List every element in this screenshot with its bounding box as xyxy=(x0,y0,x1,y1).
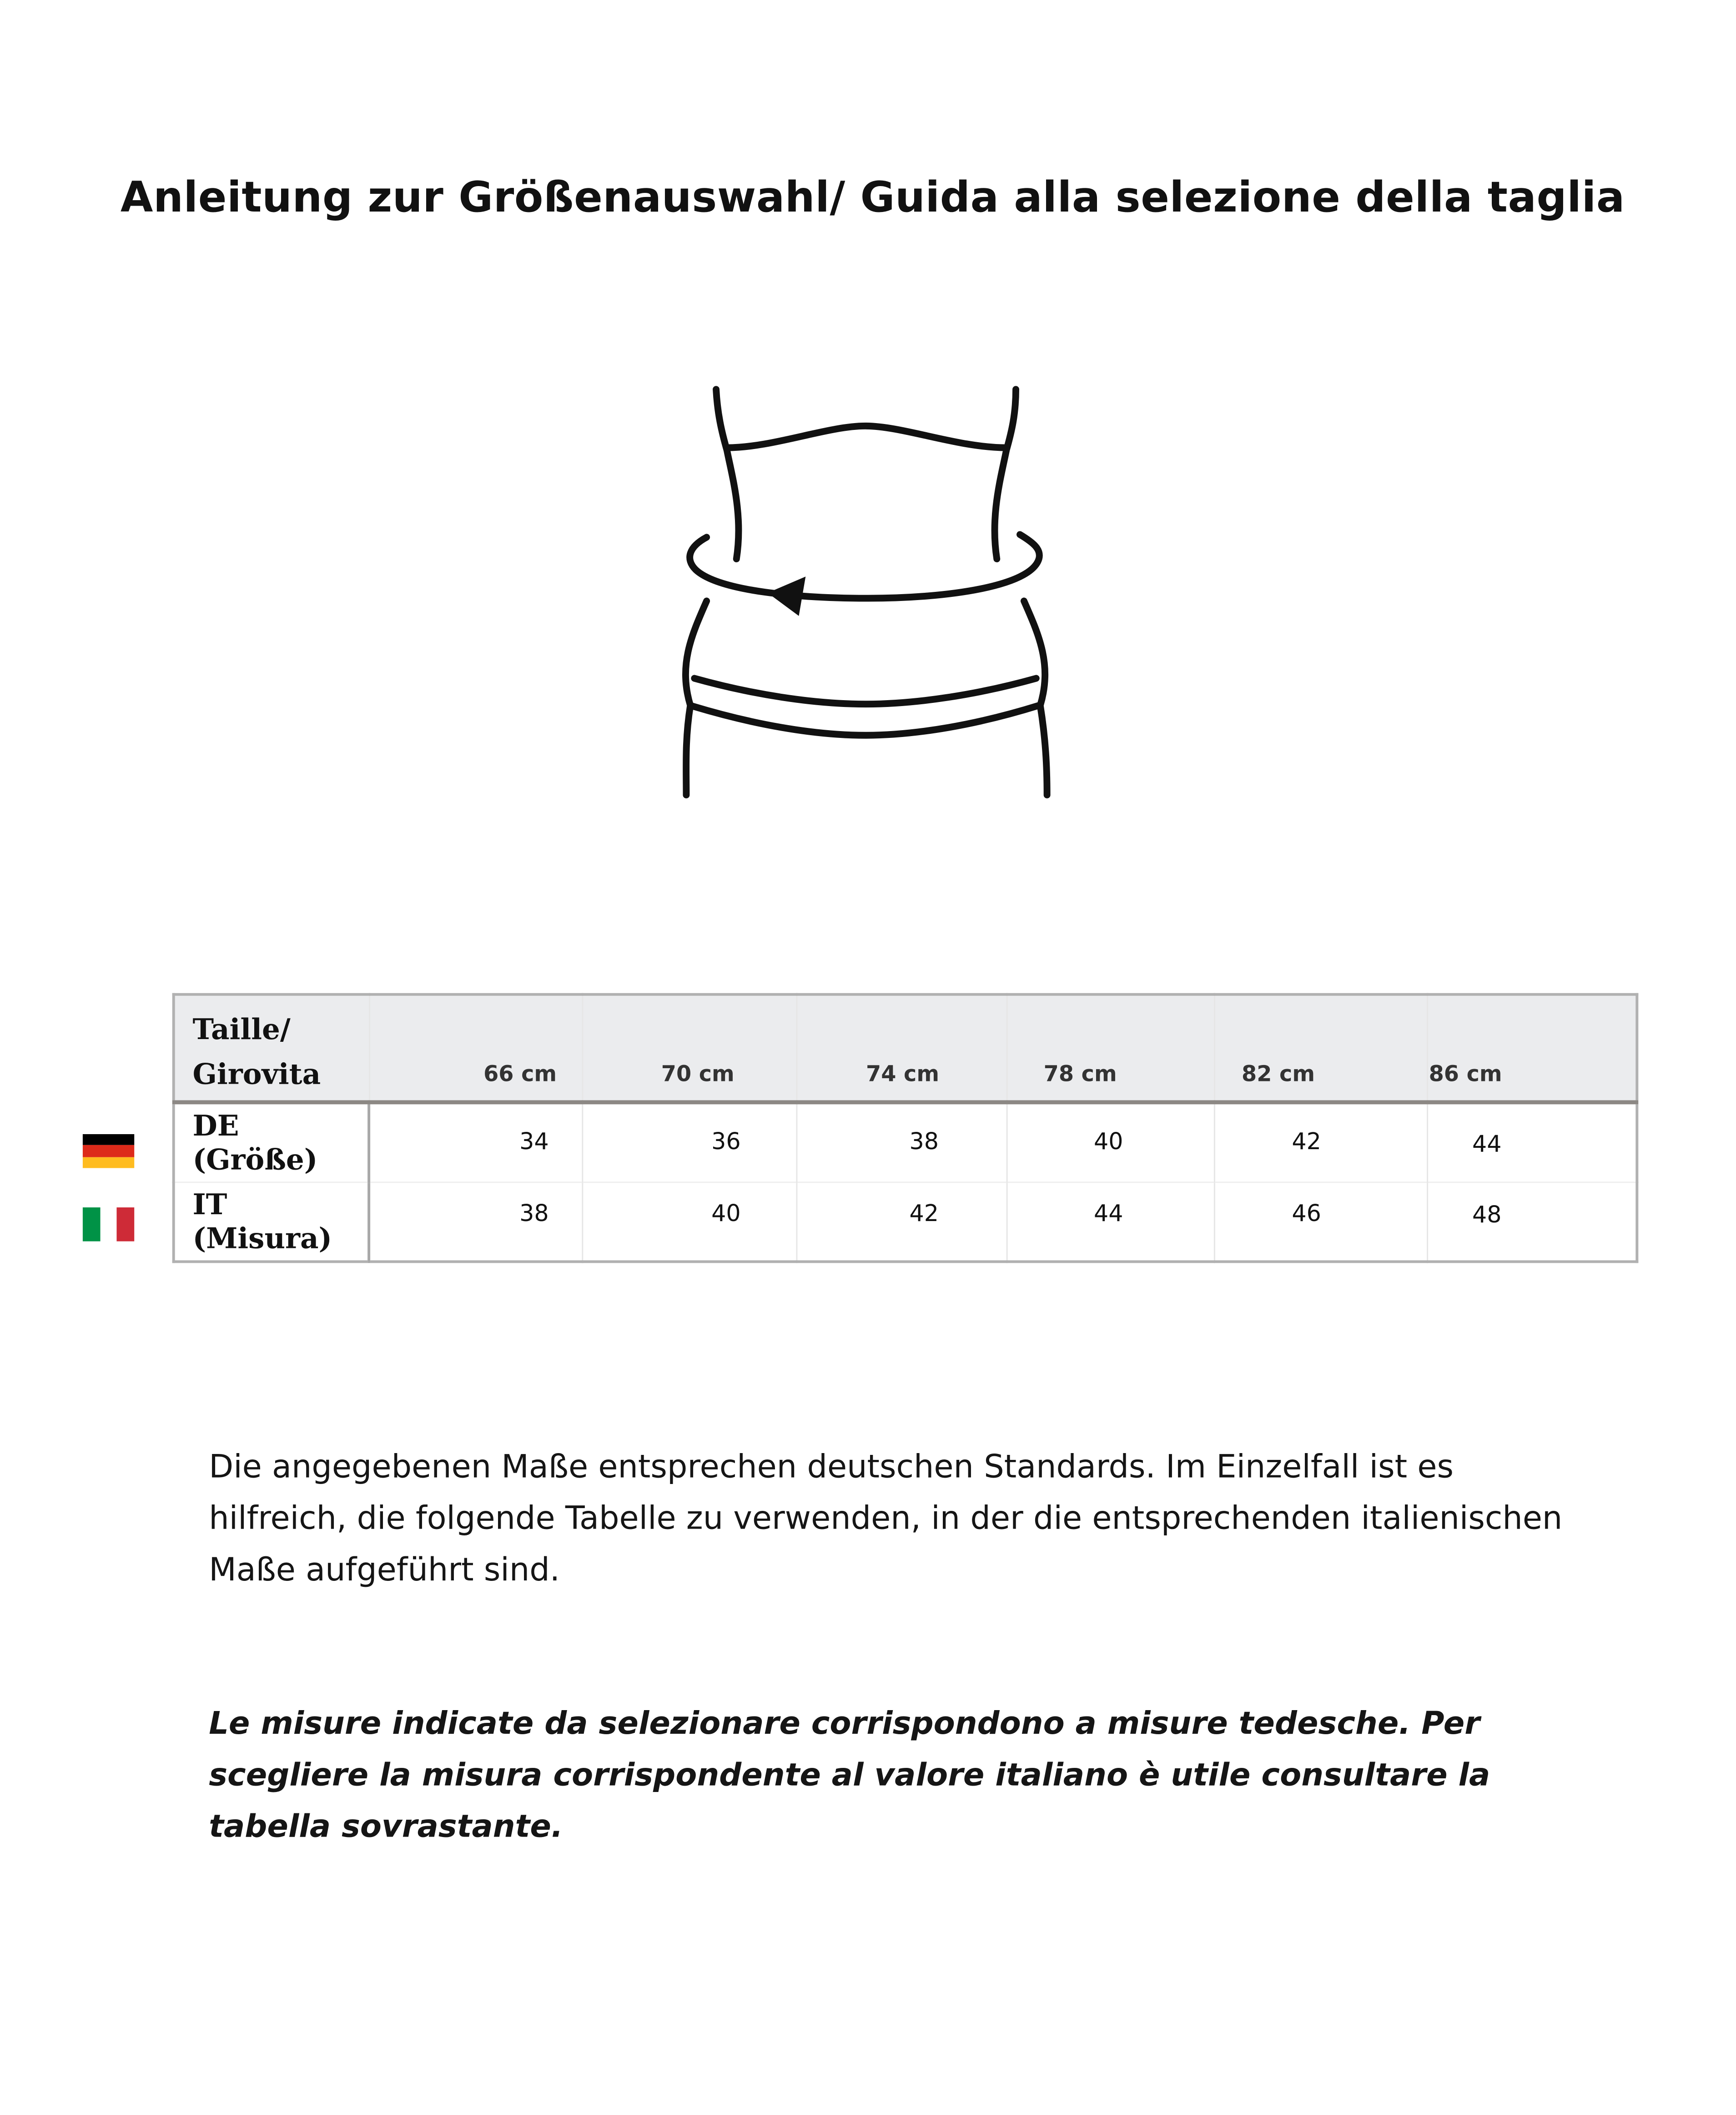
germany-flag-icon xyxy=(82,1134,135,1168)
waist-measurement-icon xyxy=(682,386,1051,798)
column-header: 70 cm xyxy=(581,994,796,1102)
hip-right-outline xyxy=(1020,597,1051,798)
table-row: IT (Misura) 38 40 42 44 46 48 xyxy=(173,1181,1637,1262)
torso-left-outline xyxy=(713,386,742,563)
column-header: 66 cm xyxy=(368,994,582,1102)
table-cell: 46 xyxy=(1213,1181,1427,1262)
band-lower xyxy=(687,702,1042,739)
page-title: Anleitung zur Größenauswahl/ Guida alla … xyxy=(120,173,1625,223)
table-row: DE (Größe) 34 36 38 40 42 44 xyxy=(173,1101,1637,1182)
table-cell: 44 xyxy=(1426,1101,1637,1182)
table-cell: 34 xyxy=(368,1101,582,1182)
row-label: IT (Misura) xyxy=(173,1181,371,1262)
arrow-head-icon xyxy=(767,576,806,616)
table-cell: 40 xyxy=(1006,1101,1214,1182)
column-header: 82 cm xyxy=(1213,994,1427,1102)
table-cell: 48 xyxy=(1426,1181,1637,1262)
column-header: 74 cm xyxy=(795,994,1006,1102)
table-cell: 42 xyxy=(1213,1101,1427,1182)
waist-header: Taille/Girovita xyxy=(173,994,369,1102)
hip-left-outline xyxy=(682,597,710,798)
column-header: 86 cm xyxy=(1426,994,1637,1102)
measure-loop xyxy=(686,531,1043,602)
header-label-line2: Girovita xyxy=(192,1056,321,1090)
table-cell: 36 xyxy=(581,1101,796,1182)
size-table: Taille/Girovita 66 cm 70 cm 74 cm 78 cm … xyxy=(172,993,1639,1263)
italy-flag-icon xyxy=(82,1207,135,1242)
table-cell: 40 xyxy=(581,1181,796,1262)
german-note: Die angegebenen Maße entsprechen deutsch… xyxy=(209,1447,1563,1589)
table-cell: 42 xyxy=(795,1181,1006,1262)
band-upper xyxy=(691,675,1040,708)
table-cell: 38 xyxy=(368,1181,582,1262)
row-label: DE (Größe) xyxy=(173,1101,371,1182)
column-header: 78 cm xyxy=(1006,994,1214,1102)
table-cell: 38 xyxy=(795,1101,1006,1182)
torso-right-outline xyxy=(991,386,1019,563)
header-label-line1: Taille/ xyxy=(192,1011,291,1046)
table-cell: 44 xyxy=(1006,1181,1214,1262)
italian-note: Le misure indicate da selezionare corris… xyxy=(209,1706,1490,1845)
table-header-row: Taille/Girovita 66 cm 70 cm 74 cm 78 cm … xyxy=(173,994,1637,1102)
chest-line xyxy=(723,422,1010,451)
